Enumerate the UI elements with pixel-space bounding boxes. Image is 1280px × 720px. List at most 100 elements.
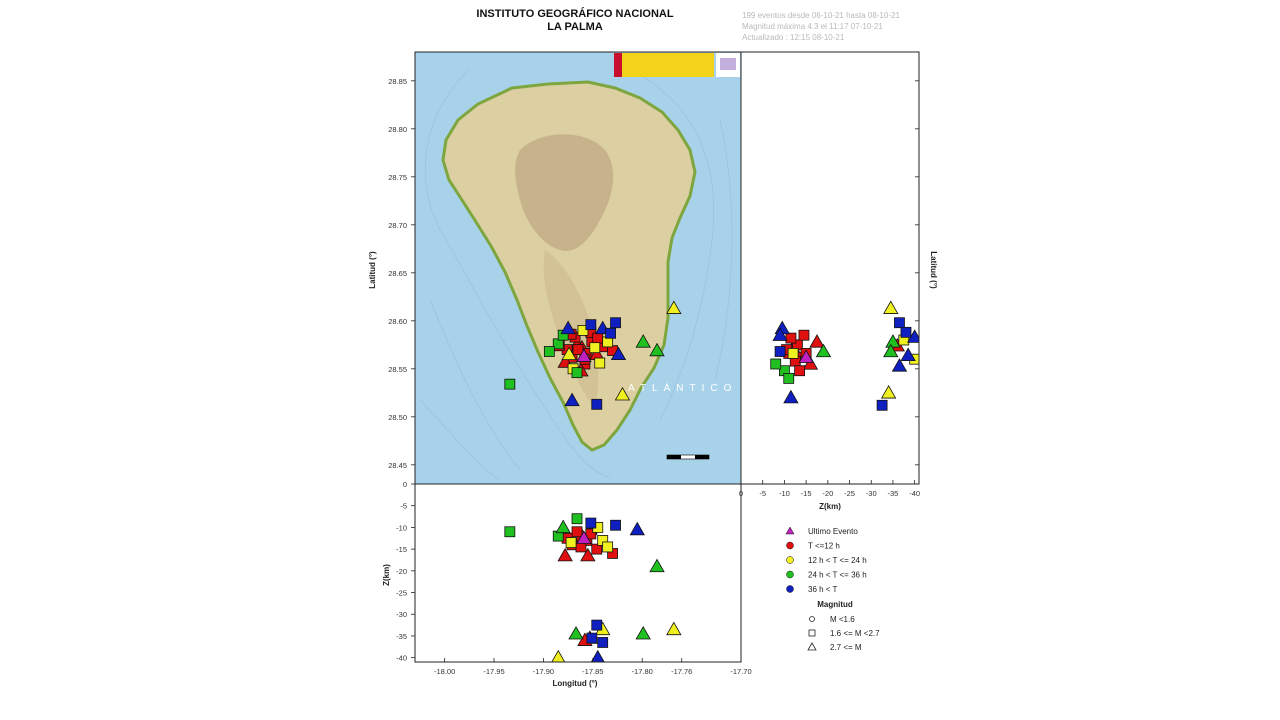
map-y-axis-label: Latitud (°) (368, 251, 377, 289)
event-marker-map-12-24h-medium-20 (589, 342, 601, 354)
depth-longitude-y-tick-label: -35 (396, 632, 407, 641)
depth-longitude-y-tick-label: -30 (396, 610, 407, 619)
map-y-tick-label: 28.45 (388, 461, 407, 470)
event-marker-map-over-36h-large-42 (610, 346, 627, 361)
depth-longitude-x-tick-label: -17.90 (533, 667, 554, 676)
legend-small-magnitude-symbol (809, 616, 815, 622)
depth-longitude-x-tick-label: -17.70 (730, 667, 751, 676)
map-y-tick-label: 28.75 (388, 173, 407, 182)
event-marker-map-last-event-large-19 (576, 348, 592, 362)
legend-over-36h-label: 36 h < T (808, 585, 838, 594)
depth-longitude-x-tick-label: -18.00 (434, 667, 455, 676)
event-marker-lat-over-36h-medium-30 (900, 326, 912, 338)
event-marker-map-under-12h-medium-18 (572, 344, 584, 356)
caldera-shading (515, 134, 614, 251)
map-y-tick-label: 28.50 (388, 413, 407, 422)
legend-over-36h-symbol (786, 585, 794, 593)
depth-longitude-y-axis-label: Z(km) (382, 564, 391, 586)
event-marker-depth-over-36h-medium-34 (597, 637, 609, 648)
event-marker-lat-24-36h-medium-24 (770, 358, 782, 370)
event-marker-map-12-24h-large-26 (666, 300, 682, 314)
depth-longitude-frame (414, 483, 742, 663)
latitude-depth-x-tick-label: -30 (866, 489, 877, 498)
depth-longitude-y-tick-label: -10 (396, 523, 407, 532)
legend: Ultimo Evento T <=12 h 12 h < T <= 24 h 24 … (785, 526, 880, 652)
event-marker-depth-over-36h-medium-32 (591, 619, 603, 631)
sea-label: ATLÁNTICO (628, 381, 737, 394)
map-y-tick-label: 28.70 (388, 221, 407, 230)
bathymetry-contours (419, 69, 733, 481)
event-marker-lat-over-36h-large-32 (900, 347, 916, 362)
event-marker-lat-12-24h-medium-18 (787, 348, 799, 359)
depth-longitude-x-tick-label: -17.76 (671, 667, 692, 676)
latitude-depth-frame (740, 51, 920, 485)
legend-12-24h-symbol (786, 556, 794, 564)
info-line-events: 199 eventos desde 06-10-21 hasta 08-10-2… (742, 11, 900, 20)
map-panel: ATLÁNTICO (415, 52, 741, 484)
map-events (504, 300, 682, 410)
event-marker-map-over-36h-medium-38 (605, 327, 616, 339)
depth-longitude-x-tick-label: -17.95 (483, 667, 504, 676)
event-marker-lat-24-36h-medium-20 (783, 372, 795, 384)
legend-under-12h-symbol (786, 541, 794, 550)
map-scale-bar (666, 454, 710, 460)
event-marker-map-over-36h-medium-41 (591, 398, 603, 410)
latitude-depth-y-axis-label: Latitud (°) (929, 251, 938, 289)
depth-longitude-y-tick-label: -20 (396, 567, 407, 576)
event-marker-map-24-36h-large-32 (635, 334, 651, 348)
event-marker-depth-under-12h-large-7 (557, 547, 573, 562)
event-marker-map-24-36h-medium-31 (543, 346, 555, 357)
latitude-depth-x-tick-label: -40 (909, 489, 920, 498)
latitude-depth-events (770, 300, 919, 411)
event-marker-depth-over-36h-large-31 (629, 521, 645, 536)
event-marker-depth-12-24h-medium-15 (565, 537, 577, 549)
info-line-updated: Actualizado : 12:15 08-10-21 (742, 33, 845, 42)
figure-title-line1: INSTITUTO GEOGRÁFICO NACIONAL (476, 8, 674, 20)
event-marker-lat-24-36h-large-22 (885, 334, 901, 348)
event-marker-map-over-36h-large-40 (564, 392, 580, 407)
event-marker-map-12-24h-medium-21 (594, 357, 606, 369)
depth-longitude-x-axis-label: Longitud (°) (553, 679, 598, 688)
map-y-tick-label: 28.65 (388, 269, 407, 278)
legend-medium-magnitude-symbol (808, 629, 816, 637)
event-marker-lat-under-12h-medium-11 (798, 329, 810, 341)
depth-longitude-y-tick-label: -5 (400, 502, 407, 511)
legend-large-magnitude-symbol (807, 642, 817, 651)
legend-magnitude-label-triangle: 2.7 <= M (830, 643, 862, 652)
event-marker-lat-under-12h-medium-10 (794, 365, 806, 377)
event-marker-depth-24-36h-large-27 (635, 625, 651, 640)
event-marker-depth-24-36h-large-28 (555, 519, 571, 534)
depth-longitude-events (504, 513, 682, 662)
legend-under-12h-label: T <=12 h (808, 542, 840, 551)
depth-longitude-x-tick-label: -17.85 (582, 667, 603, 676)
event-marker-map-under-12h-medium-15 (592, 332, 604, 344)
legend-12-24h-label: 12 h < T <= 24 h (808, 556, 867, 565)
event-marker-lat-over-36h-large-28 (783, 389, 799, 404)
event-marker-depth-under-12h-large-9 (580, 547, 596, 562)
latitude-depth-x-tick-label: -20 (822, 489, 833, 498)
legend-last-event-label: Ultimo Evento (808, 527, 858, 536)
depth-longitude-y-tick-label: -15 (396, 545, 407, 554)
event-marker-map-12-24h-medium-24 (577, 324, 589, 336)
event-marker-depth-over-36h-medium-33 (586, 632, 598, 644)
legend-last-event-symbol (785, 526, 795, 535)
info-line-max-magnitude: Magnitud máxima 4.3 el 11:17 07-10-21 (742, 22, 883, 31)
legend-24-36h-symbol (786, 570, 794, 579)
event-marker-depth-12-24h-large-18 (666, 621, 682, 636)
event-marker-depth-24-36h-large-25 (649, 558, 665, 573)
event-marker-depth-12-24h-large-20 (551, 649, 566, 662)
event-marker-map-24-36h-medium-34 (504, 378, 516, 390)
legend-magnitude-label-circle: M <1.6 (830, 615, 855, 624)
event-marker-lat-24-36h-large-23 (883, 343, 899, 358)
legend-magnitude-title: Magnitud (817, 600, 853, 609)
event-marker-depth-over-36h-medium-29 (585, 517, 597, 529)
event-marker-lat-over-36h-large-31 (906, 329, 919, 343)
depth-longitude-y-tick-label: -25 (396, 589, 407, 598)
latitude-depth-x-tick-label: 0 (739, 489, 743, 498)
institution-logos (614, 53, 740, 77)
event-marker-lat-over-36h-large-33 (891, 358, 908, 372)
map-y-tick-label: 28.80 (388, 125, 407, 134)
latitude-depth-x-tick-label: -10 (779, 489, 790, 498)
event-marker-lat-12-24h-large-15 (880, 384, 897, 399)
